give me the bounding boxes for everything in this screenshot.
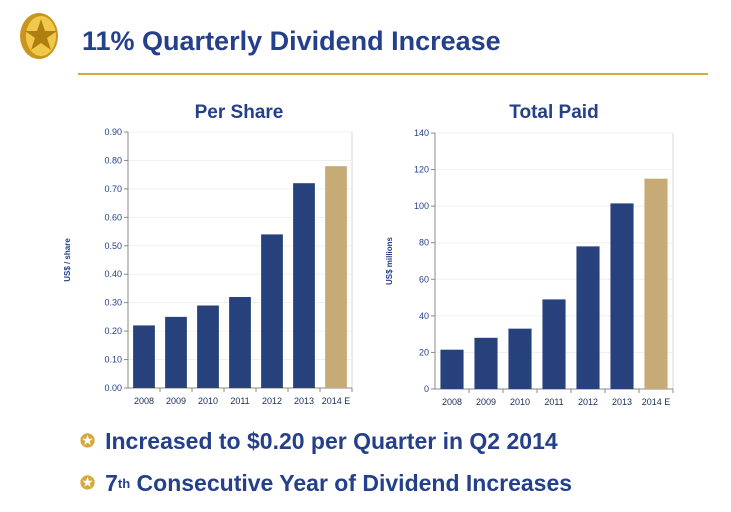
y-tick-label: 0.80 <box>104 155 122 165</box>
star-coin-logo-icon <box>15 10 61 62</box>
bar-2009 <box>474 337 498 389</box>
bullet-text: Consecutive Year of Dividend Increases <box>130 470 573 496</box>
y-tick-label: 0.60 <box>104 212 122 222</box>
y-tick-label: 100 <box>414 201 429 211</box>
x-tick-label: 2010 <box>510 397 530 407</box>
bullet-text-number: 7 <box>105 470 118 496</box>
bar-2013 <box>293 183 315 388</box>
x-tick-label: 2008 <box>442 397 462 407</box>
y-tick-label: 0.10 <box>104 355 122 365</box>
y-tick-label: 60 <box>419 274 429 284</box>
bar-2010 <box>197 305 219 388</box>
bar-2009 <box>165 316 187 388</box>
x-tick-label: 2009 <box>476 397 496 407</box>
bar-2014-E <box>644 178 668 389</box>
x-tick-label: 2010 <box>198 396 218 406</box>
x-tick-label: 2013 <box>612 397 632 407</box>
x-tick-label: 2009 <box>166 396 186 406</box>
bullet-1: ✪ Increased to $0.20 per Quarter in Q2 2… <box>80 428 558 455</box>
bar-2012 <box>576 246 600 389</box>
bar-2011 <box>229 296 251 388</box>
x-tick-label: 2012 <box>578 397 598 407</box>
bullet-text: Increased to $0.20 per Quarter in Q2 201… <box>105 428 558 454</box>
bar-2013 <box>610 203 634 389</box>
bar-2008 <box>440 349 464 389</box>
y-tick-label: 0 <box>424 384 429 394</box>
x-tick-label: 2013 <box>294 396 314 406</box>
y-tick-label: 0.30 <box>104 298 122 308</box>
y-axis-label: US$ millions <box>385 236 394 285</box>
y-tick-label: 0.20 <box>104 326 122 336</box>
title-divider <box>78 73 708 75</box>
x-tick-label: 2008 <box>134 396 154 406</box>
bar-2010 <box>508 328 532 389</box>
x-tick-label: 2011 <box>230 396 249 406</box>
y-tick-label: 40 <box>419 311 429 321</box>
y-tick-label: 0.70 <box>104 184 122 194</box>
chart-title-per-share: Per Share <box>194 102 284 123</box>
x-tick-label: 2014 E <box>642 397 671 407</box>
bar-2014-E <box>325 166 347 388</box>
bar-2011 <box>542 299 566 389</box>
x-tick-label: 2012 <box>262 396 282 406</box>
chart-title-total-paid: Total Paid <box>509 102 599 123</box>
star-bullet-icon: ✪ <box>80 473 96 493</box>
y-tick-label: 20 <box>419 347 429 357</box>
bar-2012 <box>261 234 283 388</box>
per-share-chart: 0.00 0.10 0.20 0.30 0.40 0.50 0.60 0.70 0.80 0.90… <box>63 127 674 407</box>
y-tick-label: 120 <box>414 165 429 175</box>
star-bullet-icon: ✪ <box>80 431 96 451</box>
y-tick-label: 0.40 <box>104 269 122 279</box>
y-tick-label: 140 <box>414 128 429 138</box>
y-tick-label: 0.90 <box>104 127 122 137</box>
bar-2008 <box>133 325 155 388</box>
y-axis-label: US$ / share <box>63 238 72 282</box>
y-tick-label: 0.00 <box>104 383 122 393</box>
page-title: 11% Quarterly Dividend Increase <box>82 26 501 56</box>
x-tick-label: 2011 <box>544 397 563 407</box>
bullet-text-sup: th <box>117 476 131 491</box>
x-tick-label: 2014 E <box>322 396 351 406</box>
y-tick-label: 80 <box>419 238 429 248</box>
y-tick-label: 0.50 <box>104 241 122 251</box>
